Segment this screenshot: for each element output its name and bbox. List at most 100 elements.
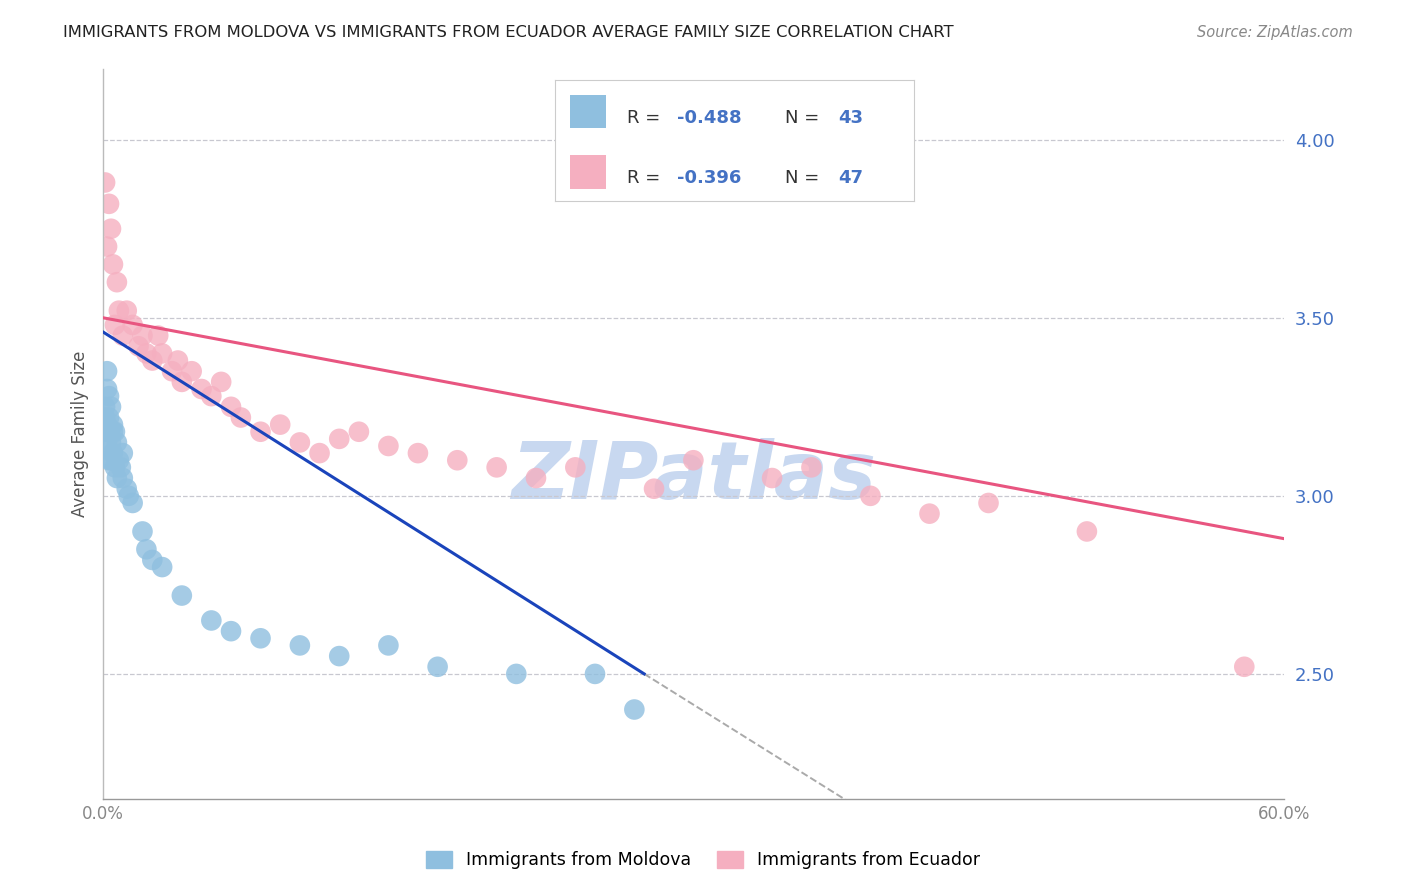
Point bbox=[229, 410, 252, 425]
Point bbox=[105, 435, 128, 450]
Point bbox=[121, 318, 143, 332]
Point bbox=[94, 400, 117, 414]
Point bbox=[118, 489, 141, 503]
Point bbox=[121, 496, 143, 510]
Point bbox=[98, 389, 121, 403]
Point bbox=[485, 460, 508, 475]
Point bbox=[564, 460, 586, 475]
Point bbox=[170, 589, 193, 603]
Point bbox=[170, 375, 193, 389]
Point bbox=[682, 453, 704, 467]
Point bbox=[96, 382, 118, 396]
Point bbox=[104, 425, 127, 439]
Point bbox=[101, 417, 124, 432]
Point bbox=[128, 339, 150, 353]
Text: Source: ZipAtlas.com: Source: ZipAtlas.com bbox=[1197, 25, 1353, 40]
Point bbox=[505, 666, 527, 681]
Point bbox=[524, 471, 547, 485]
Point bbox=[96, 417, 118, 432]
Point bbox=[96, 239, 118, 253]
Point bbox=[100, 400, 122, 414]
Point bbox=[100, 221, 122, 235]
Point bbox=[160, 364, 183, 378]
Text: -0.396: -0.396 bbox=[678, 169, 741, 186]
Point bbox=[623, 702, 645, 716]
Point bbox=[108, 453, 131, 467]
Point bbox=[94, 176, 117, 190]
Point bbox=[426, 660, 449, 674]
FancyBboxPatch shape bbox=[569, 155, 606, 188]
Point bbox=[104, 318, 127, 332]
Text: 47: 47 bbox=[838, 169, 863, 186]
Point bbox=[98, 410, 121, 425]
Point bbox=[377, 639, 399, 653]
Point bbox=[918, 507, 941, 521]
Point bbox=[308, 446, 330, 460]
Point bbox=[131, 524, 153, 539]
Point bbox=[135, 542, 157, 557]
Point bbox=[115, 482, 138, 496]
Text: N =: N = bbox=[785, 169, 825, 186]
Point bbox=[761, 471, 783, 485]
Point bbox=[328, 649, 350, 664]
Point bbox=[148, 328, 170, 343]
Point bbox=[219, 400, 242, 414]
Point bbox=[141, 553, 163, 567]
FancyBboxPatch shape bbox=[569, 95, 606, 128]
Text: R =: R = bbox=[627, 169, 666, 186]
Point bbox=[141, 353, 163, 368]
Text: -0.488: -0.488 bbox=[678, 109, 742, 127]
Point bbox=[1076, 524, 1098, 539]
Point bbox=[200, 614, 222, 628]
Point bbox=[131, 328, 153, 343]
Text: IMMIGRANTS FROM MOLDOVA VS IMMIGRANTS FROM ECUADOR AVERAGE FAMILY SIZE CORRELATI: IMMIGRANTS FROM MOLDOVA VS IMMIGRANTS FR… bbox=[63, 25, 953, 40]
Point bbox=[377, 439, 399, 453]
Point bbox=[249, 632, 271, 646]
Point bbox=[94, 410, 117, 425]
Point bbox=[96, 364, 118, 378]
Point bbox=[100, 435, 122, 450]
Point bbox=[800, 460, 823, 475]
Point bbox=[110, 460, 132, 475]
Text: 43: 43 bbox=[838, 109, 863, 127]
Point bbox=[98, 197, 121, 211]
Text: ZIPatlas: ZIPatlas bbox=[510, 438, 876, 516]
Point bbox=[190, 382, 212, 396]
Point bbox=[104, 460, 127, 475]
Point bbox=[108, 303, 131, 318]
Legend: Immigrants from Moldova, Immigrants from Ecuador: Immigrants from Moldova, Immigrants from… bbox=[419, 844, 987, 876]
Point bbox=[150, 346, 173, 360]
Point bbox=[249, 425, 271, 439]
Point bbox=[446, 453, 468, 467]
Point bbox=[167, 353, 190, 368]
Point bbox=[583, 666, 606, 681]
Point bbox=[219, 624, 242, 639]
Point bbox=[96, 435, 118, 450]
Point bbox=[98, 425, 121, 439]
Point bbox=[288, 639, 311, 653]
Y-axis label: Average Family Size: Average Family Size bbox=[72, 351, 89, 516]
Point bbox=[347, 425, 370, 439]
Point bbox=[1233, 660, 1256, 674]
Point bbox=[101, 446, 124, 460]
Point bbox=[269, 417, 291, 432]
Point bbox=[209, 375, 232, 389]
Point bbox=[150, 560, 173, 574]
Point bbox=[135, 346, 157, 360]
Point bbox=[200, 389, 222, 403]
Text: R =: R = bbox=[627, 109, 666, 127]
Point bbox=[98, 453, 121, 467]
Point bbox=[100, 453, 122, 467]
Point bbox=[288, 435, 311, 450]
Point bbox=[859, 489, 882, 503]
Point bbox=[101, 425, 124, 439]
Point bbox=[111, 446, 134, 460]
Point bbox=[115, 303, 138, 318]
Point bbox=[977, 496, 1000, 510]
Point bbox=[111, 328, 134, 343]
Point bbox=[94, 425, 117, 439]
Point bbox=[328, 432, 350, 446]
Point bbox=[180, 364, 202, 378]
Point bbox=[406, 446, 429, 460]
Point bbox=[111, 471, 134, 485]
